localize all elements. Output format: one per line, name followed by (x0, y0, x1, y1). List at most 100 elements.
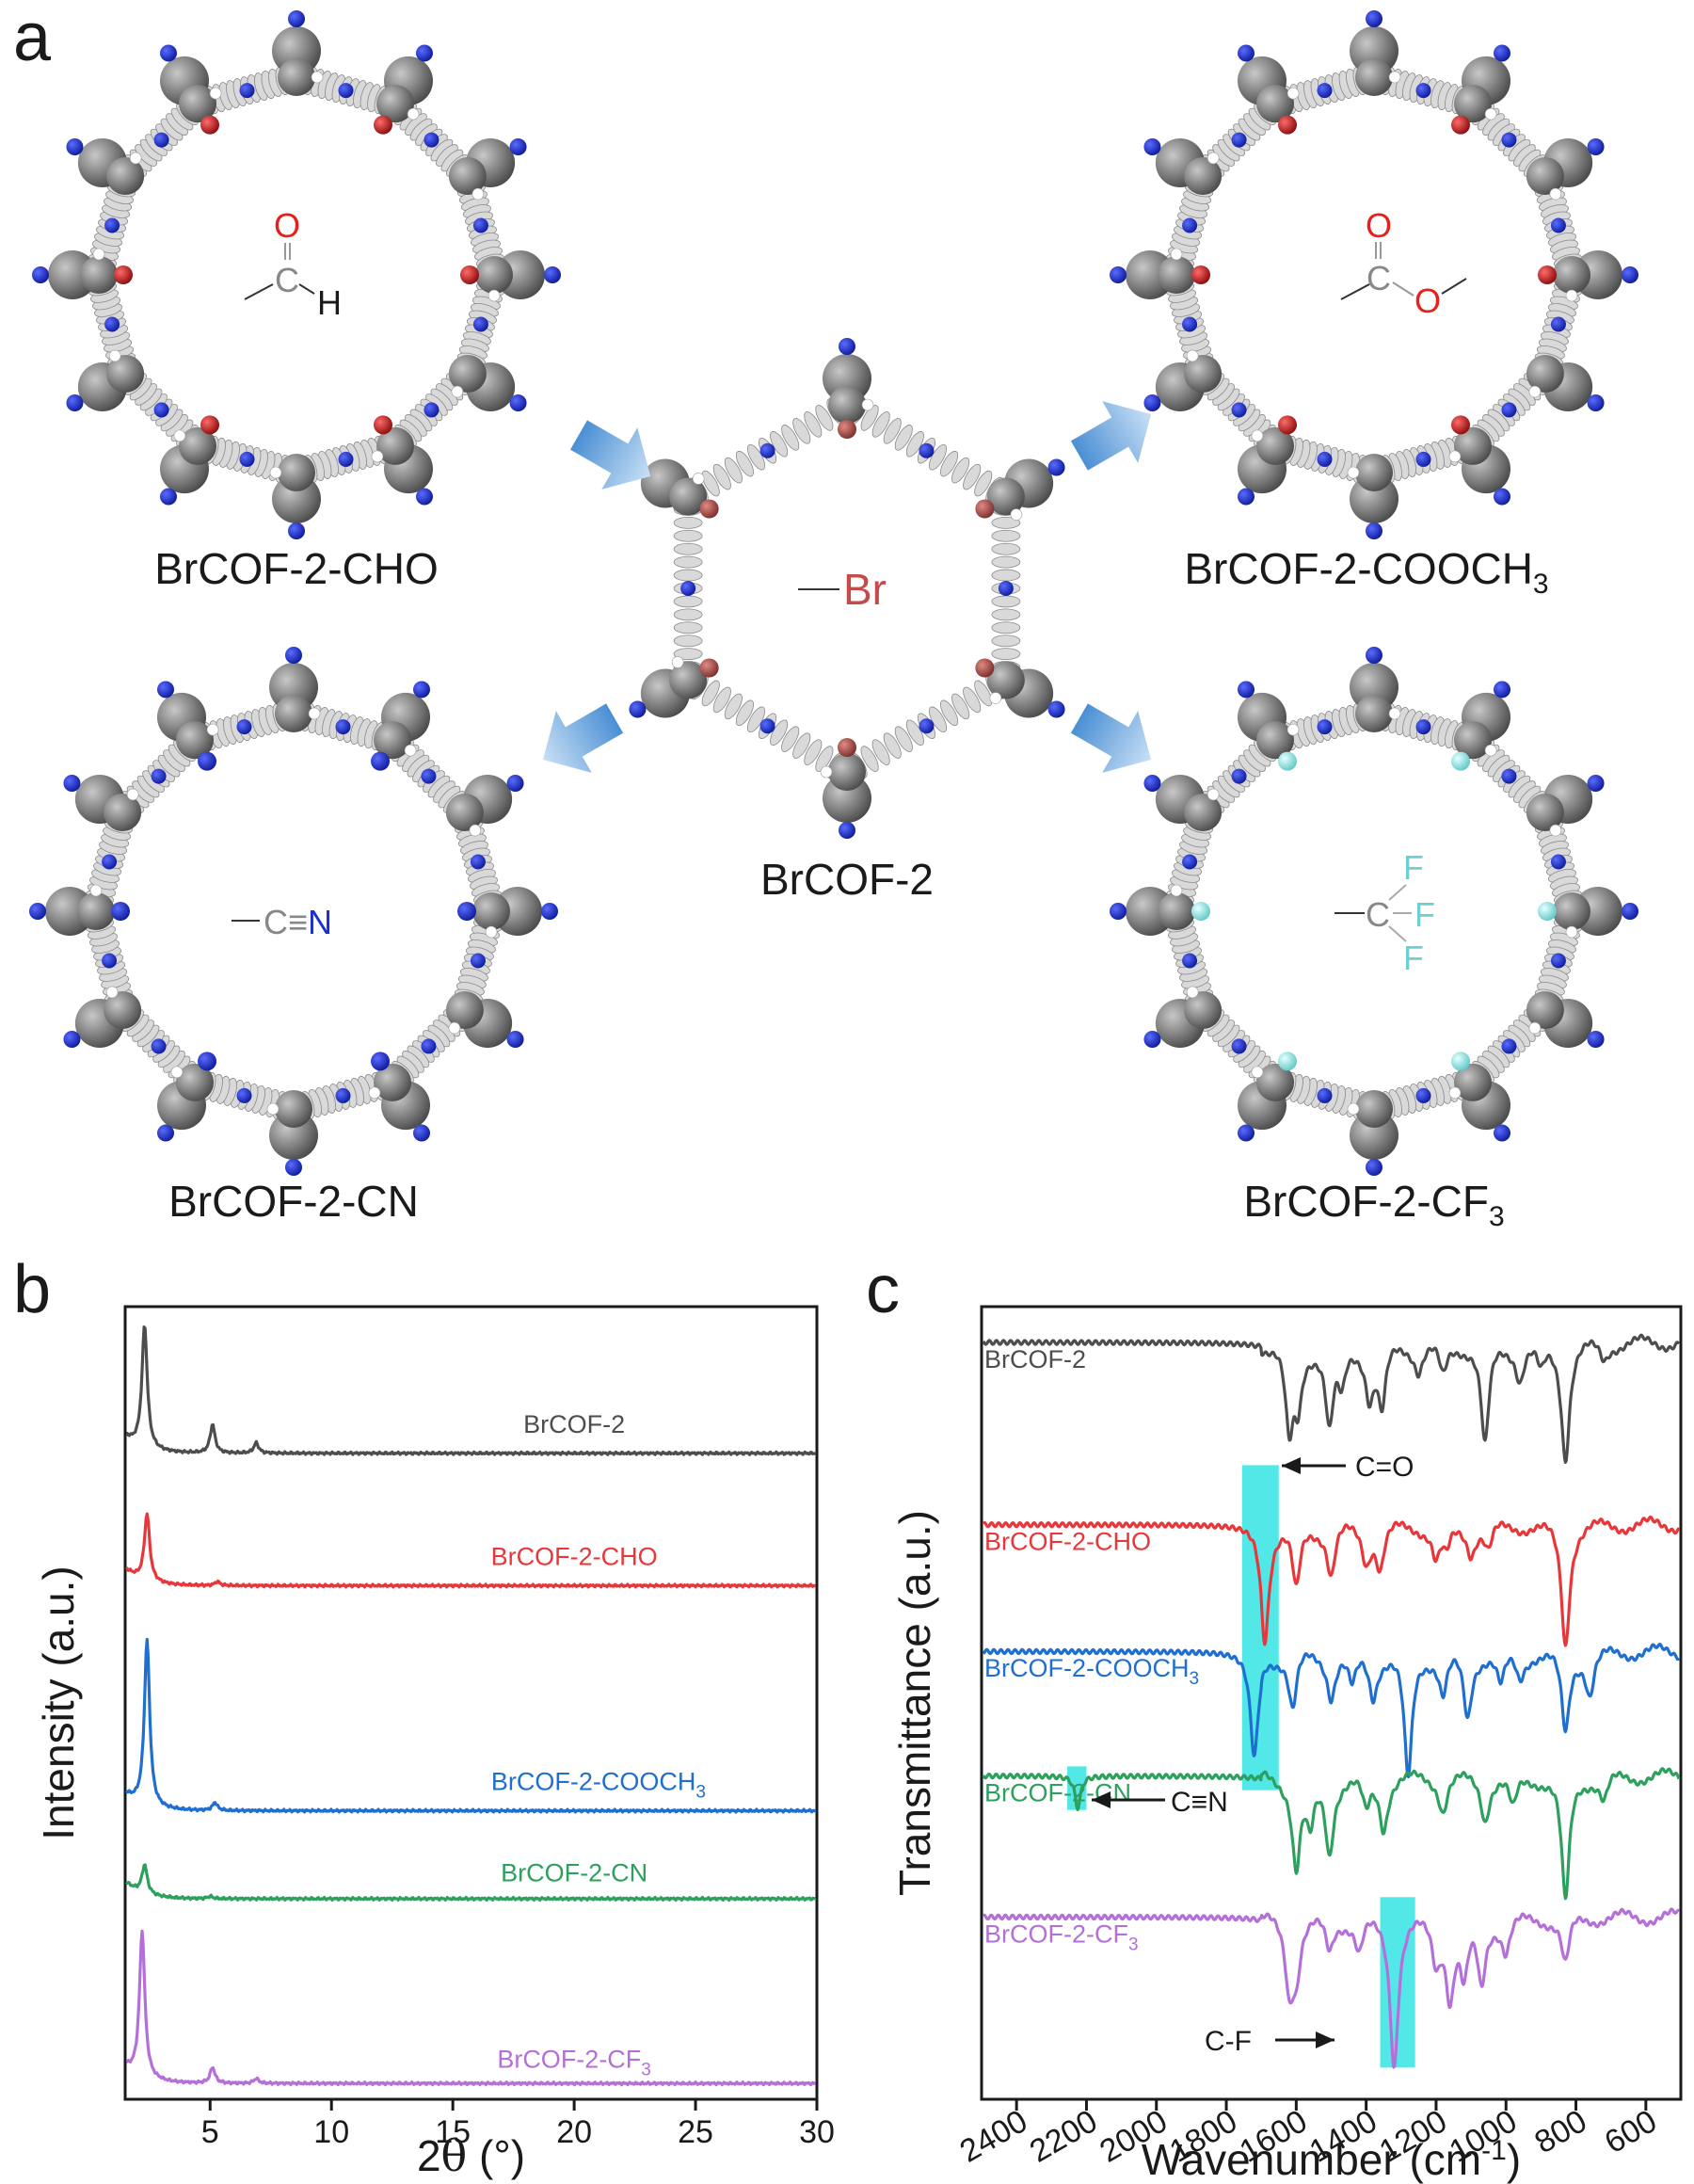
hydrogen-atom (129, 152, 142, 165)
hydrogen-atom (1528, 385, 1542, 398)
carbon-atom: C (1366, 259, 1391, 297)
nitrogen-atom (421, 768, 437, 784)
nitrogen-atom (1501, 768, 1517, 784)
stacked-layer (991, 569, 1021, 582)
hydrogen-atom (1484, 744, 1497, 757)
hydrogen-atom (1388, 71, 1401, 84)
nitrogen-atom (338, 451, 354, 467)
hydrogen-atom (206, 723, 219, 736)
stacked-layer (860, 746, 879, 772)
carbon-node (275, 1090, 312, 1128)
carbon-node (176, 1063, 214, 1101)
stacked-layer (673, 648, 703, 661)
series-label: BrCOF-2 (984, 1345, 1086, 1373)
hydrogen-atom (1286, 87, 1300, 100)
substituent-atom (198, 751, 216, 771)
nitrogen-atom (1317, 451, 1333, 467)
hydrogen-atom (89, 884, 103, 897)
hydrogen-atom (469, 824, 482, 837)
substituent-atom (838, 420, 856, 439)
nitrogen-atom (1231, 768, 1247, 784)
structure-center-brcof-2: Br BrCOF-2 (629, 338, 1065, 904)
substituent-atom (975, 499, 995, 519)
carbon-node (1184, 991, 1223, 1029)
carbon-atom: C (1366, 895, 1390, 934)
stacked-layer (792, 732, 811, 759)
substituent-atom (1191, 265, 1210, 284)
substituent-atom (1278, 415, 1297, 435)
carbon-node (278, 58, 315, 96)
stacked-layer (883, 732, 902, 759)
bond-line (1388, 925, 1407, 942)
stacked-layer (792, 418, 811, 444)
hydrogen-atom (308, 707, 321, 720)
stacked-layer (815, 405, 834, 431)
carbon-node (1184, 355, 1223, 393)
cyano-group: C≡N (264, 903, 332, 941)
stacked-layer (991, 529, 1021, 542)
nitrogen-atom (1415, 451, 1431, 467)
nitrogen-atom (1587, 394, 1605, 411)
carbon-node (106, 355, 145, 393)
hydrogen-atom (989, 692, 1002, 704)
carbon-node (80, 256, 118, 294)
nitrogen-atom (1366, 1159, 1382, 1176)
stacked-layer (804, 739, 823, 765)
carbon-node (275, 695, 312, 732)
nitrogen-atom (421, 1038, 437, 1054)
stacked-layer (991, 608, 1021, 621)
carbon-node (176, 721, 214, 760)
substituent-atom (198, 1052, 216, 1071)
stacked-layer (871, 411, 890, 438)
nitrogen-atom (29, 903, 46, 920)
carbon-node (1256, 721, 1294, 760)
nitrogen-atom (424, 132, 439, 148)
nitrogen-atom (1622, 903, 1638, 920)
stacked-layer (735, 699, 754, 727)
hydrogen-atom (1484, 107, 1497, 120)
nitrogen-atom (102, 854, 118, 870)
nitrogen-atom (541, 903, 558, 920)
stacked-layer (940, 450, 959, 477)
stacked-layer (894, 726, 913, 752)
carbon-atom: C (275, 261, 299, 299)
series-line-brcof-2-cho (982, 1515, 1681, 1647)
nitrogen-atom (1317, 83, 1333, 99)
bond-line (298, 283, 315, 295)
hydrogen-atom (1528, 1021, 1542, 1035)
x-tick-label: 2200 (1024, 2103, 1104, 2170)
arrow-to-cn (542, 703, 624, 773)
carbon-node (1526, 355, 1564, 393)
stacked-layer (860, 405, 879, 431)
cn-structure-label: BrCOF-2-CN (168, 1177, 419, 1226)
nitrogen-atom (1231, 402, 1247, 418)
stacked-layer (673, 516, 703, 529)
hydrogen-atom (209, 87, 222, 100)
hydrogen-atom (170, 1066, 184, 1079)
stacked-layer (991, 621, 1021, 634)
bond-line (1388, 884, 1407, 901)
hydrogen-atom (92, 248, 105, 261)
cf-label: C-F (1205, 2026, 1252, 2057)
cooch3-structure-label: BrCOF-2-COOCH3 (1184, 544, 1548, 600)
stacked-layer (673, 595, 703, 608)
chart-c-frame (980, 1305, 1683, 2101)
hydrogen-atom (1448, 450, 1462, 463)
hydrogen-atom (1170, 248, 1183, 261)
hydrogen-atom (1347, 1102, 1360, 1116)
nitrogen-atom (1415, 719, 1431, 735)
stacked-layer (701, 680, 720, 707)
carbon-node (1526, 991, 1564, 1029)
hydrogen-atom (105, 986, 119, 999)
cf3-ring-graphic (1110, 647, 1638, 1176)
carbon-node (445, 794, 484, 831)
nitrogen-atom (839, 822, 855, 839)
nitrogen-atom (1587, 1031, 1605, 1048)
hydrogen-atom (266, 1102, 280, 1116)
nitrogen-atom (153, 402, 169, 418)
stacked-layer (712, 463, 731, 490)
substituent-atom (1451, 751, 1470, 771)
series-line-brcof-2 (125, 1325, 817, 1456)
